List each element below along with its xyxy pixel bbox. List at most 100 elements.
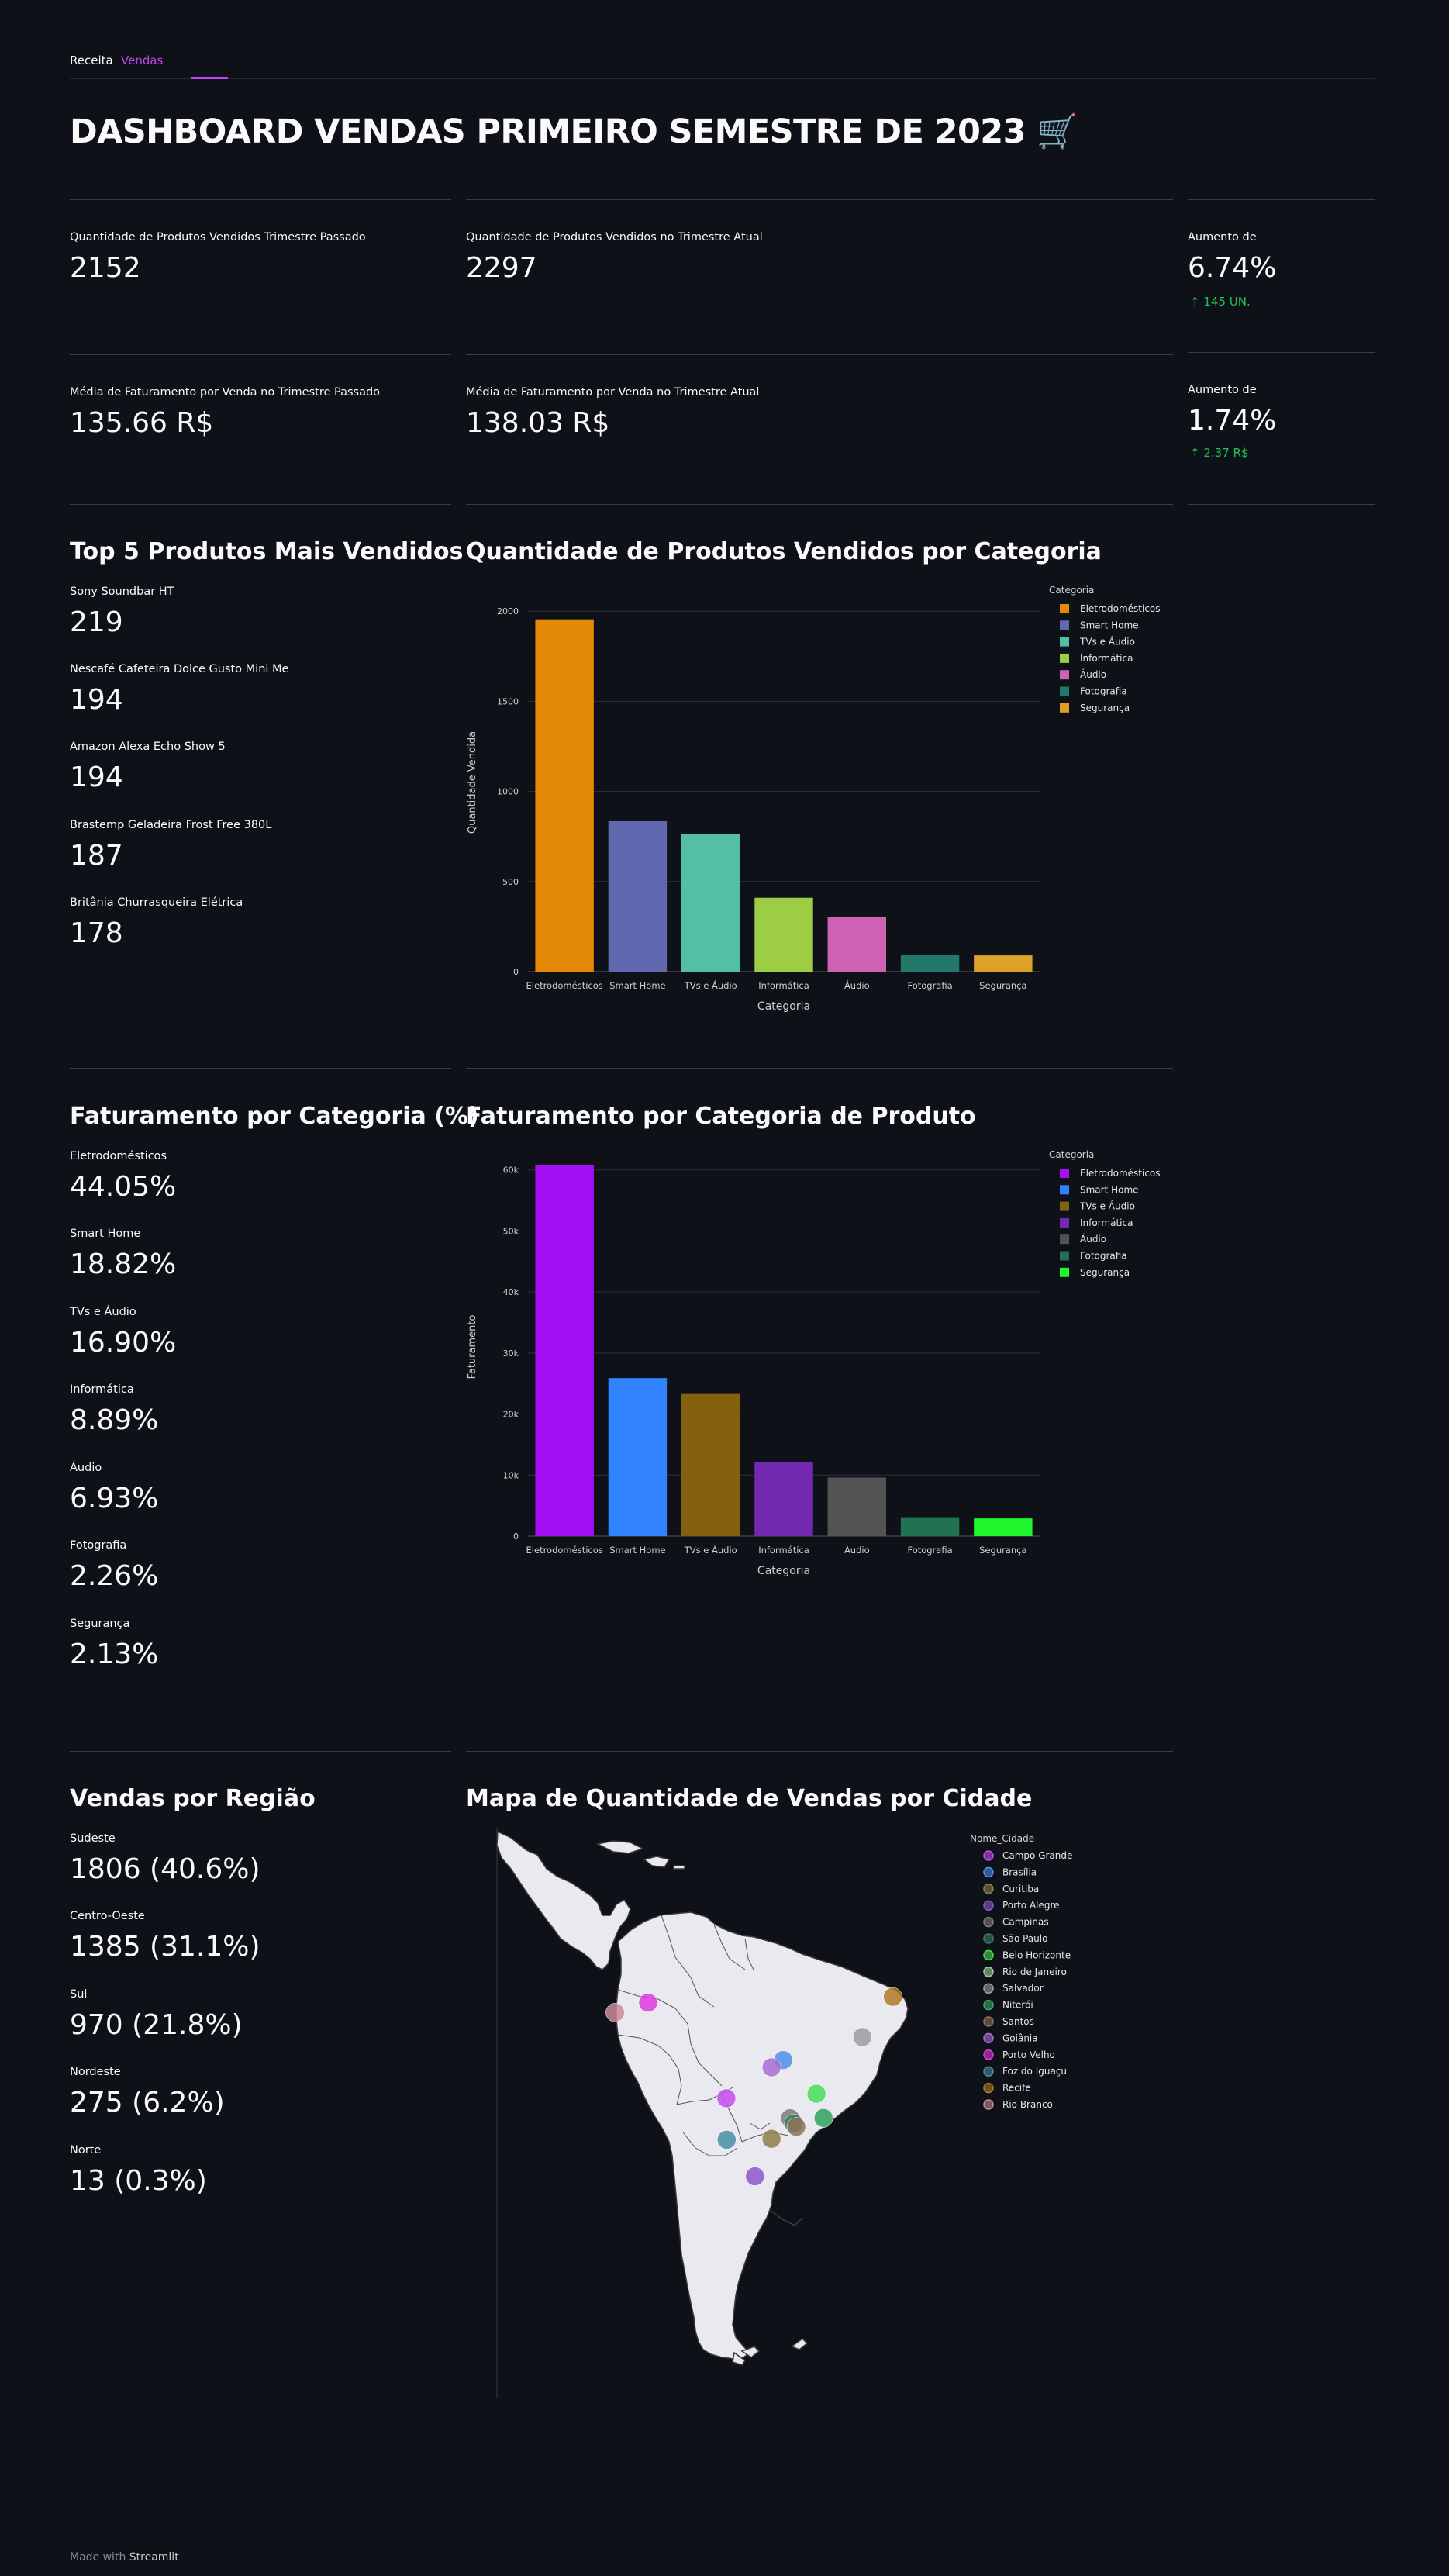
legend-item: Eletrodomésticos bbox=[1080, 1168, 1161, 1179]
top5-item-value: 219 bbox=[70, 606, 123, 638]
legend-item: São Paulo bbox=[1002, 1933, 1047, 1944]
arrow-up-icon: ↑ bbox=[1190, 295, 1200, 309]
region-item-value: 275 (6.2%) bbox=[70, 2087, 225, 2118]
map-marker-rio-branco bbox=[605, 2003, 625, 2022]
map-marker-campo-grande bbox=[716, 2088, 737, 2108]
fat-pct-item-value: 2.13% bbox=[70, 1638, 159, 1670]
legend-swatch bbox=[1060, 637, 1069, 647]
legend-item: Fotografia bbox=[1080, 1251, 1127, 1262]
legend-marker bbox=[983, 1884, 994, 1894]
top5-item-value: 194 bbox=[70, 684, 123, 716]
region-item-value: 13 (0.3%) bbox=[70, 2165, 207, 2197]
legend-item: Salvador bbox=[1002, 1983, 1044, 1994]
bar bbox=[681, 834, 740, 972]
fat-pct-item-value: 8.89% bbox=[70, 1404, 159, 1436]
region-item-value: 970 (21.8%) bbox=[70, 2009, 243, 2041]
regions-heading: Vendas por Região bbox=[70, 1785, 316, 1812]
y-tick-label: 30k bbox=[503, 1348, 519, 1359]
fat-pct-item-value: 16.90% bbox=[70, 1327, 177, 1359]
legend-marker bbox=[983, 1900, 994, 1911]
legend-swatch bbox=[1060, 686, 1069, 696]
fat-pct-item-label: Fotografia bbox=[70, 1539, 127, 1552]
bar bbox=[681, 1393, 740, 1536]
legend-swatch bbox=[1060, 1234, 1069, 1245]
x-tick-label: Fotografia bbox=[907, 980, 952, 991]
avg-increase-delta: ↑ 2.37 R$ bbox=[1190, 446, 1249, 460]
legend-item: Curitiba bbox=[1002, 1884, 1039, 1894]
legend-swatch bbox=[1060, 620, 1069, 630]
city-sales-map[interactable]: Nome_Cidade Campo Grande Brasília Curitiba P… bbox=[466, 1822, 1173, 2404]
top5-item-label: Britânia Churrasqueira Elétrica bbox=[70, 896, 243, 909]
qty-increase-delta: ↑ 145 UN. bbox=[1190, 295, 1251, 309]
legend-item: Niterói bbox=[1002, 2000, 1033, 2011]
y-axis-label: Quantidade Vendida bbox=[467, 731, 478, 834]
legend-item: Porto Velho bbox=[1002, 2049, 1055, 2060]
x-tick-label: TVs e Áudio bbox=[684, 1544, 737, 1556]
legend-item: Goiânia bbox=[1002, 2032, 1038, 2043]
legend-title: Nome_Cidade bbox=[970, 1833, 1034, 1844]
qty-prev-value: 2152 bbox=[70, 252, 141, 284]
fat-pct-item-label: Segurança bbox=[70, 1618, 130, 1630]
bar bbox=[974, 1518, 1033, 1536]
legend-marker bbox=[983, 1933, 994, 1944]
top5-item-label: Sony Soundbar HT bbox=[70, 585, 174, 598]
bar bbox=[754, 897, 813, 972]
legend-marker bbox=[983, 2099, 994, 2110]
arrow-up-icon: ↑ bbox=[1190, 446, 1200, 460]
legend-item: Porto Alegre bbox=[1002, 1900, 1060, 1911]
fat-pct-item-value: 18.82% bbox=[70, 1248, 177, 1280]
bar bbox=[608, 1378, 668, 1536]
streamlit-link[interactable]: Streamlit bbox=[129, 2551, 179, 2564]
map-marker-recife bbox=[883, 1987, 902, 2007]
legend-swatch bbox=[1060, 1267, 1069, 1277]
legend-item: Smart Home bbox=[1080, 620, 1139, 630]
legend-swatch bbox=[1060, 703, 1069, 713]
y-tick-label: 40k bbox=[503, 1287, 519, 1297]
map-marker-goi-nia bbox=[761, 2057, 781, 2077]
bar bbox=[754, 1461, 813, 1536]
top5-item-label: Brastemp Geladeira Frost Free 380L bbox=[70, 819, 272, 831]
tab-bar: Receita Vendas bbox=[70, 50, 1375, 79]
legend-marker bbox=[983, 2016, 994, 2027]
legend-item: Rio Branco bbox=[1002, 2099, 1053, 2110]
fat-pct-heading: Faturamento por Categoria (%) bbox=[70, 1103, 479, 1130]
fat-pct-item-label: Áudio bbox=[70, 1462, 102, 1474]
tab-vendas[interactable]: Vendas bbox=[121, 54, 164, 67]
legend-swatch bbox=[1060, 653, 1069, 663]
top5-item-label: Nescafé Cafeteira Dolce Gusto Mini Me bbox=[70, 663, 289, 675]
region-item-label: Norte bbox=[70, 2144, 102, 2156]
fat-pct-item-label: Informática bbox=[70, 1383, 134, 1396]
fat-pct-item-value: 44.05% bbox=[70, 1171, 177, 1203]
qty-increase-label: Aumento de bbox=[1188, 231, 1257, 243]
x-tick-label: Informática bbox=[758, 980, 809, 991]
top5-item-value: 194 bbox=[70, 761, 123, 793]
tab-receita[interactable]: Receita bbox=[70, 54, 113, 67]
legend-item: Campinas bbox=[1002, 1917, 1049, 1928]
legend-marker bbox=[983, 1949, 994, 1961]
x-axis-label: Categoria bbox=[757, 1565, 810, 1577]
map-marker-belo-horizonte bbox=[806, 2084, 826, 2104]
legend-marker bbox=[983, 1983, 994, 1994]
legend-item: Segurança bbox=[1080, 703, 1130, 713]
legend-item: Rio de Janeiro bbox=[1002, 1967, 1067, 1977]
page-title: DASHBOARD VENDAS PRIMEIRO SEMESTRE DE 20… bbox=[70, 112, 1078, 151]
top5-item-label: Amazon Alexa Echo Show 5 bbox=[70, 741, 226, 753]
page-title-text: DASHBOARD VENDAS PRIMEIRO SEMESTRE DE 20… bbox=[70, 112, 1026, 151]
bar bbox=[900, 1517, 960, 1536]
legend-item: Brasília bbox=[1002, 1866, 1037, 1877]
region-item-value: 1385 (31.1%) bbox=[70, 1931, 260, 1963]
bar bbox=[827, 1477, 886, 1536]
x-tick-label: Smart Home bbox=[609, 1545, 665, 1556]
x-tick-label: Segurança bbox=[979, 980, 1026, 991]
x-tick-label: Segurança bbox=[979, 1545, 1026, 1556]
avg-curr-value: 138.03 R$ bbox=[466, 407, 610, 439]
legend-item: Eletrodomésticos bbox=[1080, 603, 1161, 614]
shopping-cart-icon: 🛒 bbox=[1037, 112, 1078, 151]
legend-item: Informática bbox=[1080, 1217, 1133, 1228]
chart1-title: Quantidade de Produtos Vendidos por Cate… bbox=[466, 538, 1102, 565]
y-tick-label: 0 bbox=[513, 967, 519, 977]
x-tick-label: Fotografia bbox=[907, 1545, 952, 1556]
legend-marker bbox=[983, 1999, 994, 2011]
qty-prev-label: Quantidade de Produtos Vendidos Trimestr… bbox=[70, 231, 366, 243]
legend-swatch bbox=[1060, 1251, 1069, 1261]
